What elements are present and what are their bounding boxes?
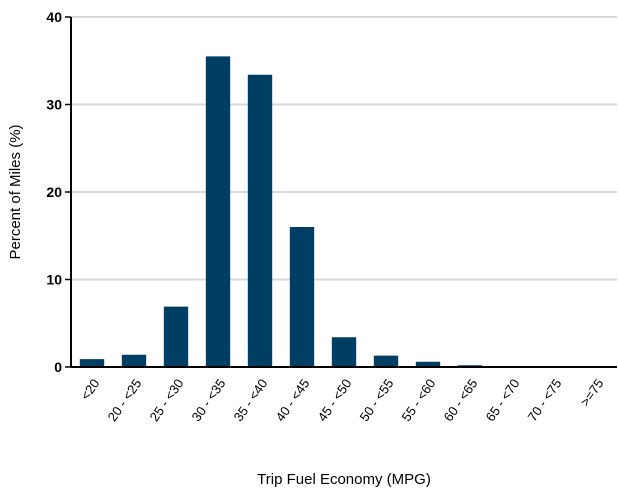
x-tick-label: 55 - <60 (399, 376, 439, 424)
bar (289, 227, 315, 367)
y-tick-labels: 0 10 20 30 40 (46, 9, 71, 375)
bar (121, 354, 147, 367)
x-tick-label: >=75 (577, 376, 606, 409)
y-tick-label: 20 (46, 184, 62, 200)
x-tick-label: 60 - <65 (441, 376, 481, 424)
bar (247, 74, 273, 367)
bar (331, 337, 357, 367)
gridlines (71, 16, 617, 281)
x-tick-label: 70 - <75 (525, 376, 565, 424)
bar (205, 56, 231, 367)
x-tick-label: 45 - <50 (315, 376, 355, 424)
bars (79, 56, 609, 367)
x-tick-label: 40 - <45 (273, 376, 313, 424)
x-tick-label: 50 - <55 (357, 376, 397, 424)
bar (415, 361, 441, 367)
y-axis-title: Percent of Miles (%) (7, 124, 24, 259)
x-tick-label: 20 - <25 (105, 376, 145, 424)
bar (79, 359, 105, 367)
x-tick-label: <20 (78, 376, 103, 403)
x-axis-title: Trip Fuel Economy (MPG) (257, 471, 431, 488)
x-tick-label: 35 - <40 (231, 376, 271, 424)
x-tick-label: 30 - <35 (189, 376, 229, 424)
y-tick-label: 0 (54, 359, 62, 375)
x-tick-label: 25 - <30 (147, 376, 187, 424)
x-tick-labels: <20 20 - <25 25 - <30 30 - <35 35 - <40 40 - … (78, 376, 607, 424)
y-tick-label: 10 (46, 272, 62, 288)
y-tick-label: 40 (46, 9, 62, 25)
bar (373, 355, 399, 367)
x-tick-label: 65 - <70 (483, 376, 523, 424)
y-tick-label: 30 (46, 97, 62, 113)
bar (163, 306, 189, 367)
